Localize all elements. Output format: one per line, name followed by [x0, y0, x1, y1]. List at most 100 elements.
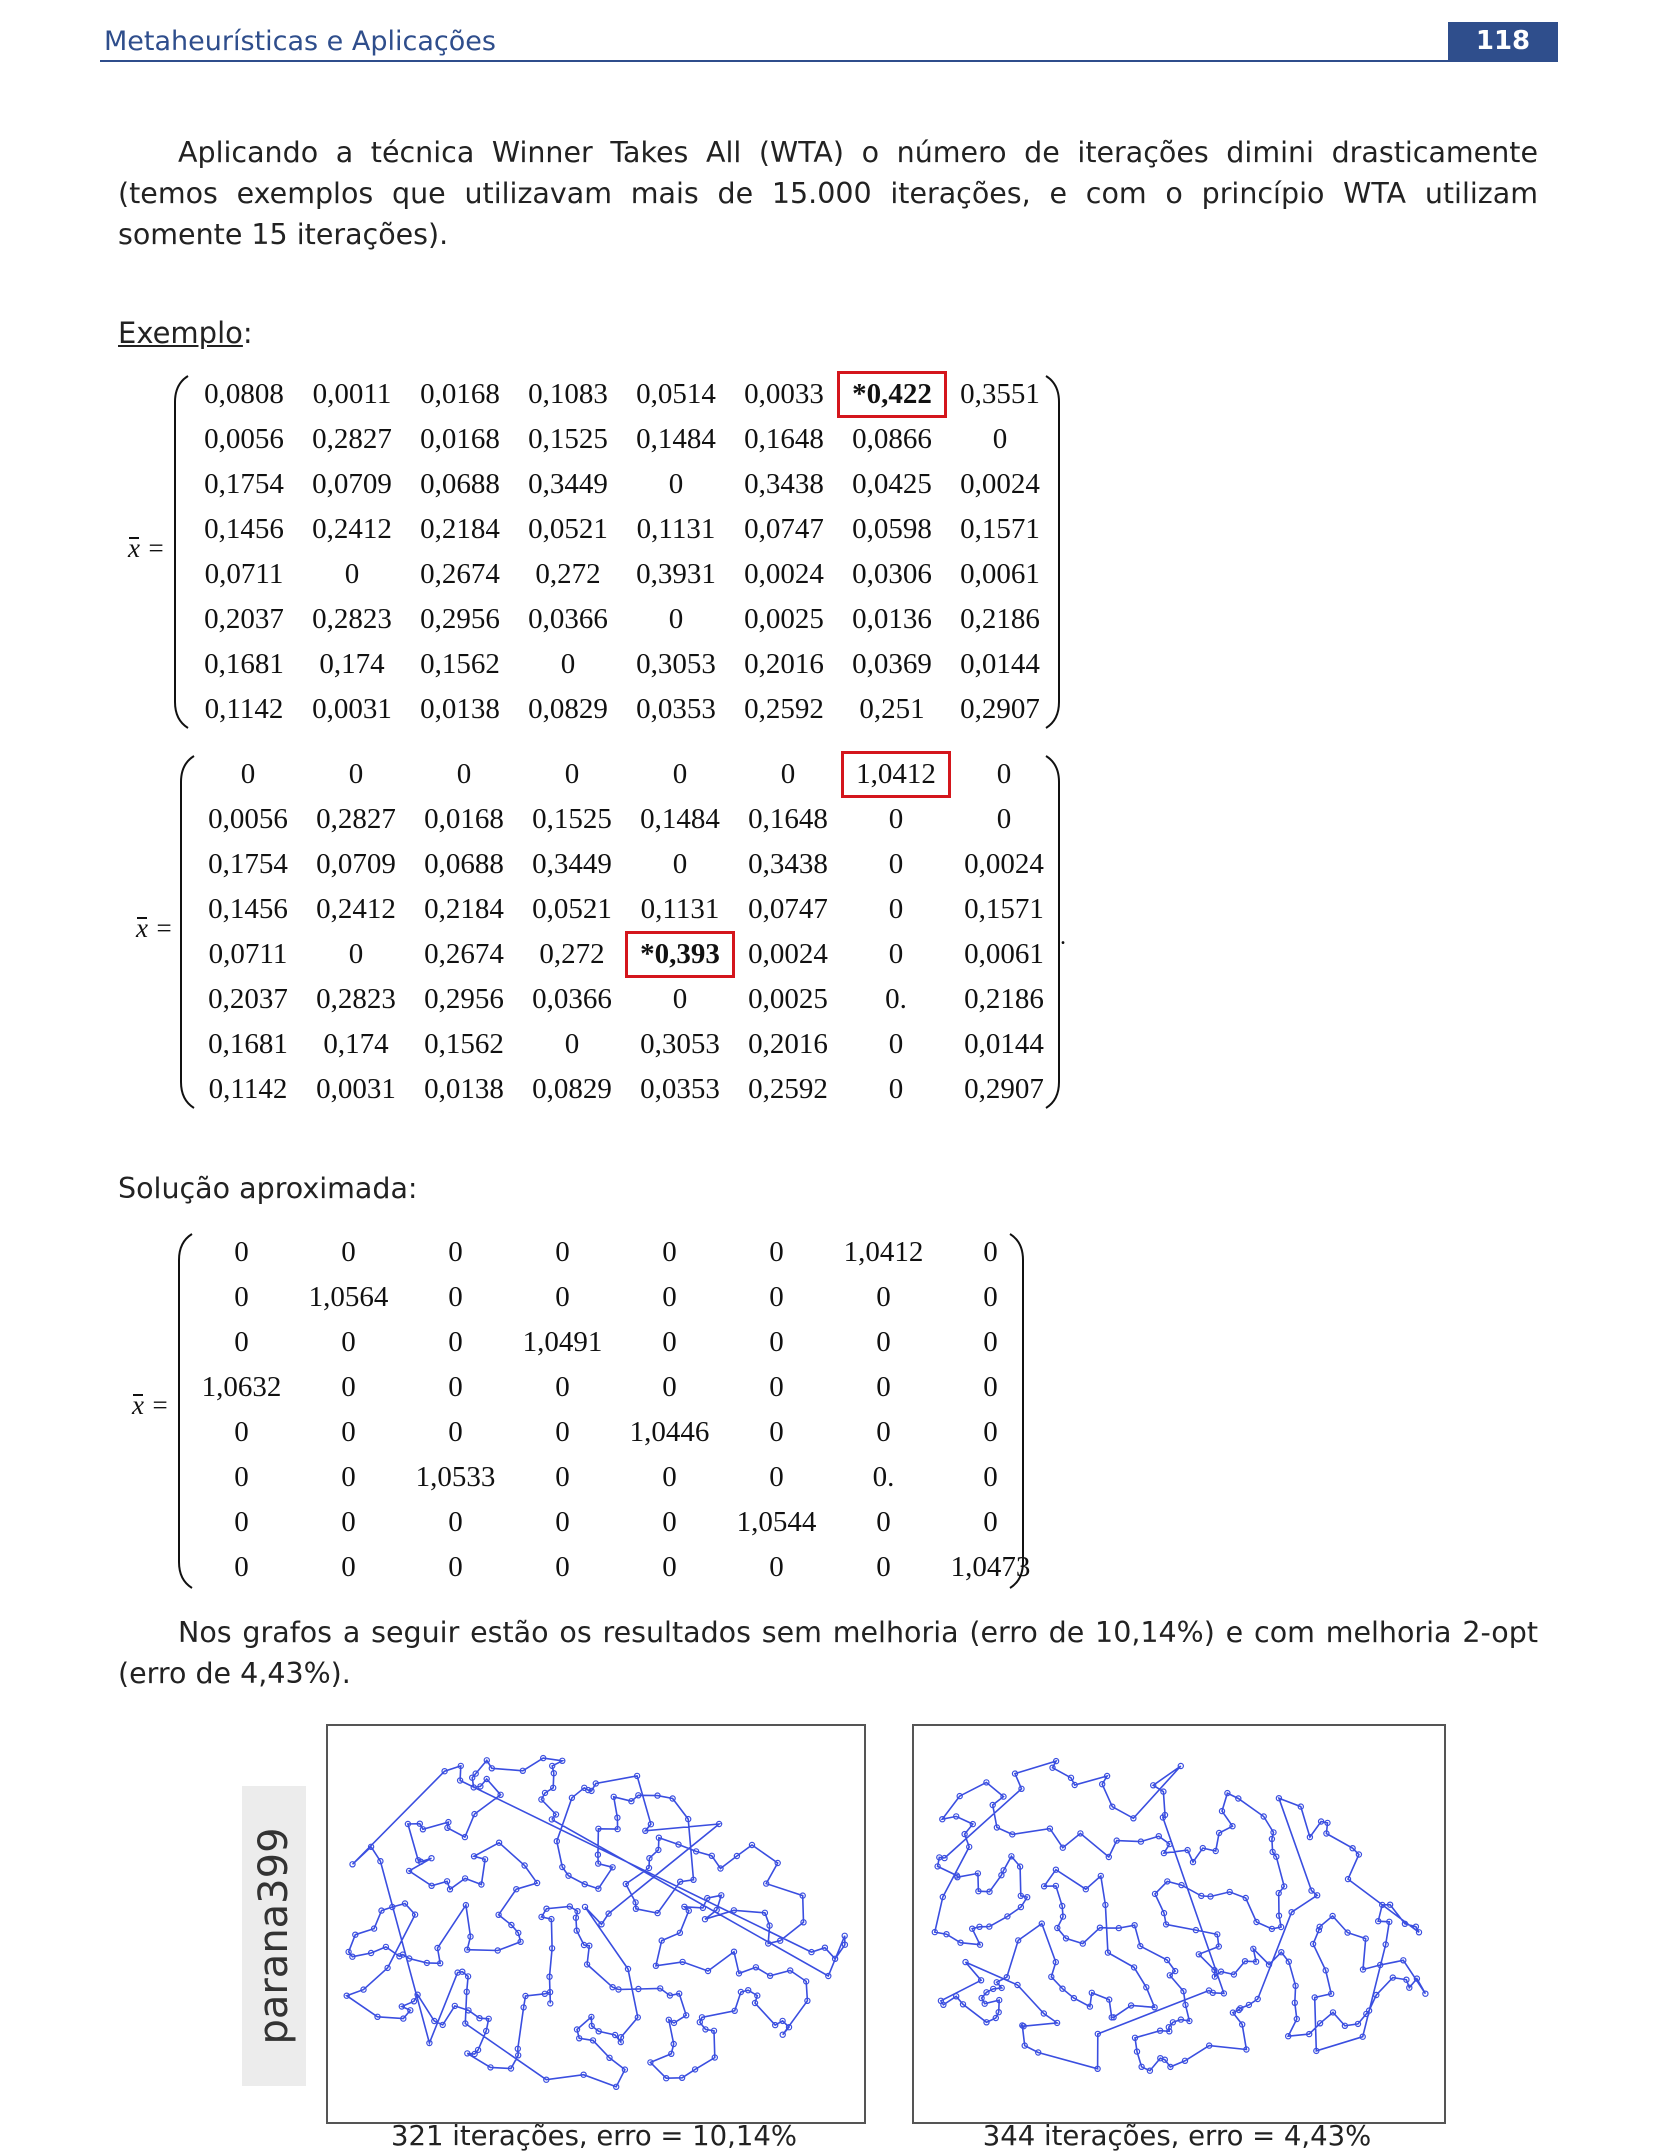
city-node	[708, 1852, 715, 1860]
city-node	[1389, 1974, 1396, 1981]
route-graph-left	[343, 1754, 849, 2090]
city-node	[666, 1992, 674, 1999]
city-node	[704, 1967, 712, 1975]
city-node	[1189, 1858, 1197, 1866]
city-node	[367, 1949, 375, 1957]
city-node	[1049, 1764, 1056, 1771]
matrix-cell: 0,0011	[312, 378, 392, 410]
city-node	[1077, 1830, 1084, 1837]
matrix-cell: 0	[876, 1371, 891, 1403]
city-node	[559, 1863, 566, 1871]
city-node	[1355, 1851, 1363, 1858]
city-node	[825, 1972, 832, 1980]
city-node	[411, 1911, 419, 1918]
right-paren	[1045, 755, 1060, 1109]
highlighted-cell: 1,0412	[841, 751, 951, 798]
city-node	[508, 1921, 515, 1929]
results-paragraph: Nos grafos a seguir estão os resultados …	[118, 1612, 1538, 1694]
city-node	[1086, 2003, 1094, 2010]
city-node	[1137, 1942, 1144, 1950]
matrix-cell: 1,0473	[950, 1551, 1031, 1583]
city-node	[378, 1907, 385, 1914]
city-node	[772, 2021, 779, 2029]
city-node	[735, 1970, 743, 1977]
city-node	[983, 1779, 990, 1786]
city-node	[443, 1878, 451, 1885]
matrix-cell: 0	[876, 1416, 891, 1448]
matrix-cell: 0	[662, 1236, 677, 1268]
city-node	[1067, 1774, 1075, 1782]
city-node	[441, 1768, 448, 1775]
city-node	[401, 1900, 409, 1907]
city-node	[457, 1762, 464, 1770]
city-node	[481, 1856, 489, 1863]
matrix-cell: 0,3438	[744, 468, 824, 500]
intro-paragraph: Aplicando a técnica Winner Takes All (WT…	[118, 132, 1538, 255]
city-node	[978, 1994, 985, 2002]
matrix-cell: 0	[234, 1461, 249, 1493]
matrix-cell: 0,2956	[420, 603, 500, 635]
city-node	[1103, 1772, 1111, 1780]
city-node	[1226, 1888, 1233, 1896]
city-node	[1354, 2020, 1362, 2028]
matrix-cell: 0,0024	[964, 848, 1044, 880]
matrix-cell: 0,1562	[420, 648, 500, 680]
matrix-cell: 0	[888, 1073, 904, 1105]
route-plot-with-2opt	[912, 1724, 1446, 2124]
city-node	[961, 1830, 968, 1838]
matrix-cell: 0	[448, 1506, 463, 1538]
city-node	[538, 1913, 545, 1921]
city-node	[962, 1958, 969, 1966]
city-node	[550, 1770, 557, 1777]
city-node	[1059, 1913, 1067, 1920]
left-paren	[174, 375, 189, 729]
city-node	[691, 2066, 699, 2073]
city-node	[957, 1939, 964, 1946]
matrix-cell: 0	[234, 1281, 249, 1313]
matrix-row: 0,1754 0,0709 0,0688 0,3449 0 0,3438 0,0425 0,0…	[190, 462, 1054, 507]
matrix-row: 0,1142 0,0031 0,0138 0,0829 0,0353 0,2592 0,25…	[190, 687, 1054, 732]
matrix-cell: 0,1484	[640, 803, 720, 835]
city-node	[517, 1938, 524, 1945]
matrix-cell: 1,0491	[522, 1326, 603, 1358]
city-node	[575, 2035, 583, 2042]
city-node	[514, 2052, 522, 2059]
city-node	[983, 2019, 990, 2026]
city-node	[520, 2004, 527, 2011]
city-node	[352, 1931, 359, 1938]
city-node	[349, 1953, 356, 1960]
city-node	[787, 1967, 794, 1974]
matrix-cell: 0,1681	[208, 1028, 288, 1060]
matrix-cell: 0,3931	[636, 558, 716, 590]
city-node	[1413, 1975, 1421, 1982]
caption-right: 344 iterações, erro = 4,43%	[982, 2120, 1372, 2152]
matrix-cell: 0,3449	[532, 848, 612, 880]
matrix-cell: 0	[564, 758, 580, 790]
city-node	[416, 1820, 424, 1827]
matrix-row: 0,0056 0,2827 0,0168 0,1525 0,1484 0,1648 0 0	[194, 797, 1058, 842]
matrix-cell: 0,2956	[424, 983, 504, 1015]
matrix-cell: 0,0031	[316, 1073, 396, 1105]
city-node	[1306, 2030, 1313, 2038]
matrix-cell: 0	[555, 1461, 570, 1493]
city-node	[1182, 2001, 1189, 2009]
matrix-cell: 0	[341, 1371, 356, 1403]
city-node	[663, 2075, 670, 2082]
city-node	[1166, 1840, 1173, 1848]
matrix-grid: 0 0 0 0 0 0 1,0412 0 0,0056 0,2827 0,0168 0,1525 0,1…	[194, 751, 1058, 1112]
city-node	[485, 2015, 492, 2022]
matrix-cell: 0,2907	[960, 693, 1040, 725]
city-node	[609, 1864, 616, 1871]
city-node	[1252, 1958, 1260, 1965]
matrix-cell: 0,2412	[316, 893, 396, 925]
matrix-cell: 0,0866	[852, 423, 932, 455]
city-node	[804, 1997, 811, 2004]
matrix-cell: 0	[662, 1506, 677, 1538]
matrix-cell: 0,2184	[424, 893, 504, 925]
left-paren	[180, 755, 195, 1109]
city-node	[1014, 1981, 1021, 1989]
city-node	[1237, 2005, 1244, 2012]
matrix-cell: 0,2823	[312, 603, 392, 635]
city-node	[1207, 1893, 1214, 1900]
city-node	[953, 1872, 961, 1879]
